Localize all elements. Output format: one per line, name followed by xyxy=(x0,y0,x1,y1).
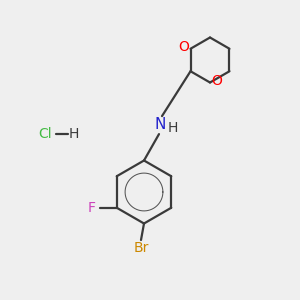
Text: Cl: Cl xyxy=(38,127,52,140)
Text: H: H xyxy=(168,121,178,134)
Text: Br: Br xyxy=(133,242,149,255)
Text: F: F xyxy=(88,201,96,215)
Text: O: O xyxy=(211,74,222,88)
Text: H: H xyxy=(69,127,79,140)
Text: O: O xyxy=(178,40,189,54)
Text: N: N xyxy=(155,117,166,132)
